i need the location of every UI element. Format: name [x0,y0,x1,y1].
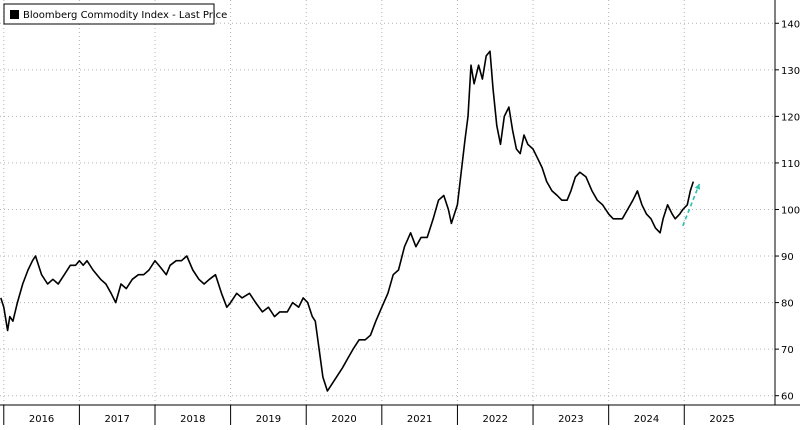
grid [0,0,775,405]
series-line [0,50,695,392]
x-tick-label: 2019 [256,414,281,425]
y-tick-label: 140 [781,19,800,30]
y-tick-label: 120 [781,112,800,123]
x-tick-label: 2021 [407,414,432,425]
axes [0,0,800,406]
x-tick-label: 2017 [104,414,129,425]
y-tick-label: 100 [781,205,800,216]
x-tick-label: 2022 [483,414,508,425]
legend: Bloomberg Commodity Index - Last Price [3,3,227,25]
x-ticks: 2016 2017 2018 2019 2020 2021 2022 2023 2024 2025 [3,405,735,425]
x-tick-label: 2020 [331,414,356,425]
x-tick-label: 2024 [634,414,659,425]
x-tick-label: 2018 [180,414,205,425]
projection-arrowhead [694,183,701,190]
legend-swatch [10,10,19,19]
y-tick-label: 110 [781,159,800,170]
y-tick-label: 60 [781,392,794,403]
x-tick-label: 2016 [29,414,54,425]
legend-label: Bloomberg Commodity Index - Last Price [23,10,227,21]
x-tick-label: 2025 [709,414,734,425]
x-tick-label: 2023 [558,414,583,425]
legend-box [3,3,215,25]
y-tick-label: 90 [781,252,794,263]
projection-line [682,183,701,227]
y-tick-label: 130 [781,66,800,77]
y-tick-label: 80 [781,299,794,310]
y-ticks: 60 70 80 90 100 110 120 130 140 [775,19,800,403]
series [0,50,701,392]
y-tick-label: 70 [781,345,794,356]
